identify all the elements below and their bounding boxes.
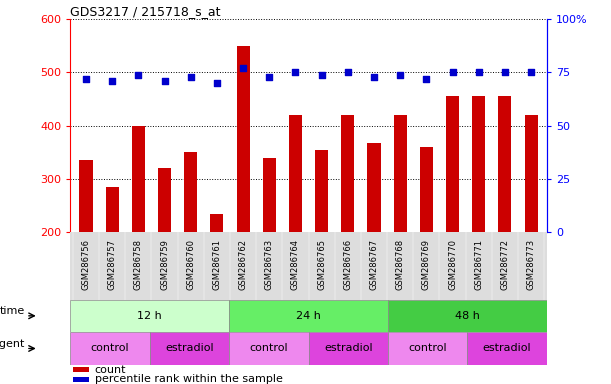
Point	[265, 74, 274, 80]
Bar	[79, 161, 92, 232]
Bar	[289, 115, 302, 232]
Text: GSM286760: GSM286760	[186, 239, 196, 290]
Text: control: control	[90, 343, 130, 354]
Text: GSM286770: GSM286770	[448, 239, 457, 290]
Text: GSM286766: GSM286766	[343, 239, 353, 290]
Text: GSM286761: GSM286761	[213, 239, 221, 290]
Bar	[150, 332, 229, 365]
Text: GSM286759: GSM286759	[160, 239, 169, 290]
Text: GSM286757: GSM286757	[108, 239, 117, 290]
Text: GDS3217 / 215718_s_at: GDS3217 / 215718_s_at	[70, 5, 221, 18]
Text: estradiol: estradiol	[483, 343, 532, 354]
Bar	[525, 115, 538, 232]
Bar	[73, 367, 89, 372]
Point	[133, 71, 143, 78]
Bar	[132, 126, 145, 232]
Point	[291, 70, 301, 76]
Bar	[342, 115, 354, 232]
Bar	[210, 214, 224, 232]
Bar	[315, 150, 328, 232]
Text: time: time	[0, 306, 24, 316]
Text: GSM286768: GSM286768	[396, 239, 404, 290]
Text: GSM286767: GSM286767	[370, 239, 379, 290]
Text: 12 h: 12 h	[137, 311, 162, 321]
Bar	[236, 46, 250, 232]
Text: GSM286764: GSM286764	[291, 239, 300, 290]
Text: estradiol: estradiol	[324, 343, 373, 354]
Bar	[106, 187, 119, 232]
Point	[212, 80, 222, 86]
Bar	[388, 332, 467, 365]
Bar	[309, 332, 388, 365]
Text: GSM286772: GSM286772	[500, 239, 510, 290]
Point	[81, 76, 91, 82]
Point	[343, 70, 353, 76]
Text: control: control	[249, 343, 288, 354]
Bar	[472, 96, 485, 232]
Text: GSM286756: GSM286756	[81, 239, 90, 290]
Text: GSM286771: GSM286771	[474, 239, 483, 290]
Point	[448, 70, 458, 76]
Text: GSM286758: GSM286758	[134, 239, 143, 290]
Text: 24 h: 24 h	[296, 311, 321, 321]
Bar	[158, 169, 171, 232]
Bar	[388, 300, 547, 332]
Bar	[229, 332, 309, 365]
Point	[186, 74, 196, 80]
Bar	[367, 143, 381, 232]
Bar	[467, 332, 547, 365]
Point	[422, 76, 431, 82]
Point	[159, 78, 169, 84]
Point	[395, 71, 405, 78]
Bar	[499, 96, 511, 232]
Text: GSM286763: GSM286763	[265, 239, 274, 290]
Text: percentile rank within the sample: percentile rank within the sample	[95, 374, 282, 384]
Bar	[393, 115, 407, 232]
Text: GSM286769: GSM286769	[422, 239, 431, 290]
Point	[238, 65, 248, 71]
Bar	[229, 300, 388, 332]
Text: GSM286773: GSM286773	[527, 239, 536, 290]
Bar	[263, 158, 276, 232]
Bar	[420, 147, 433, 232]
Bar	[70, 332, 150, 365]
Text: 48 h: 48 h	[455, 311, 480, 321]
Text: count: count	[95, 365, 126, 375]
Text: estradiol: estradiol	[165, 343, 214, 354]
Text: agent: agent	[0, 339, 24, 349]
Bar	[184, 152, 197, 232]
Point	[500, 70, 510, 76]
Point	[316, 71, 326, 78]
Bar	[70, 300, 229, 332]
Point	[369, 74, 379, 80]
Point	[526, 70, 536, 76]
Point	[108, 78, 117, 84]
Bar	[446, 96, 459, 232]
Point	[474, 70, 484, 76]
Bar	[73, 377, 89, 382]
Text: GSM286765: GSM286765	[317, 239, 326, 290]
Text: GSM286762: GSM286762	[238, 239, 247, 290]
Text: control: control	[408, 343, 447, 354]
